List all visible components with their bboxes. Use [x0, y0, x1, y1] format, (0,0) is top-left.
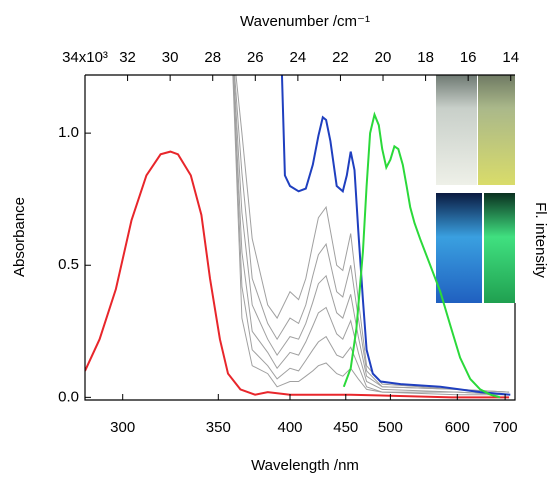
- x-tick-label: 350: [206, 419, 231, 436]
- x2-tick-label: 18: [417, 49, 434, 66]
- data-line: [342, 111, 501, 399]
- y2-axis-title: Fl. intensity: [532, 202, 549, 278]
- y-tick-label: 1.0: [58, 124, 79, 141]
- x2-tick-label: 24: [290, 49, 307, 66]
- x2-tick-label: 22: [332, 49, 349, 66]
- y-tick-label: 0.5: [58, 256, 79, 273]
- data-line: [235, 75, 510, 393]
- data-line: [280, 75, 511, 396]
- x2-axis-title: Wavenumber /cm⁻¹: [240, 13, 370, 30]
- x-tick-label: 700: [493, 419, 518, 436]
- x-tick-label: 300: [110, 419, 135, 436]
- y-tick-label: 0.0: [58, 388, 79, 405]
- x2-tick-label: 14: [502, 49, 519, 66]
- data-line: [232, 75, 510, 396]
- data-line: [232, 75, 510, 396]
- x2-tick-label: 16: [460, 49, 477, 66]
- x2-tick-label: 30: [162, 49, 179, 66]
- data-line: [232, 75, 510, 396]
- x-tick-label: 400: [277, 419, 302, 436]
- x2-tick-label: 28: [204, 49, 221, 66]
- plot-area: [85, 75, 511, 399]
- axis-frame: [84, 74, 516, 401]
- photo: [436, 193, 482, 303]
- x2-tick-label: 32: [119, 49, 136, 66]
- x-tick-label: 600: [445, 419, 470, 436]
- y-axis-title: Absorbance: [11, 197, 28, 277]
- x2-tick-label: 20: [375, 49, 392, 66]
- x2-tick-label: 26: [247, 49, 264, 66]
- photo: [436, 75, 477, 185]
- x-axis-title: Wavelength /nm: [251, 457, 359, 474]
- photo: [478, 75, 515, 185]
- x-tick-label: 500: [378, 419, 403, 436]
- data-line: [85, 150, 510, 399]
- inset-photos: [436, 75, 515, 303]
- x-tick-label: 450: [333, 419, 358, 436]
- x2-tick-label: 34x10³: [62, 49, 108, 66]
- photo: [484, 193, 515, 303]
- data-line: [234, 75, 510, 393]
- data-line: [233, 75, 510, 393]
